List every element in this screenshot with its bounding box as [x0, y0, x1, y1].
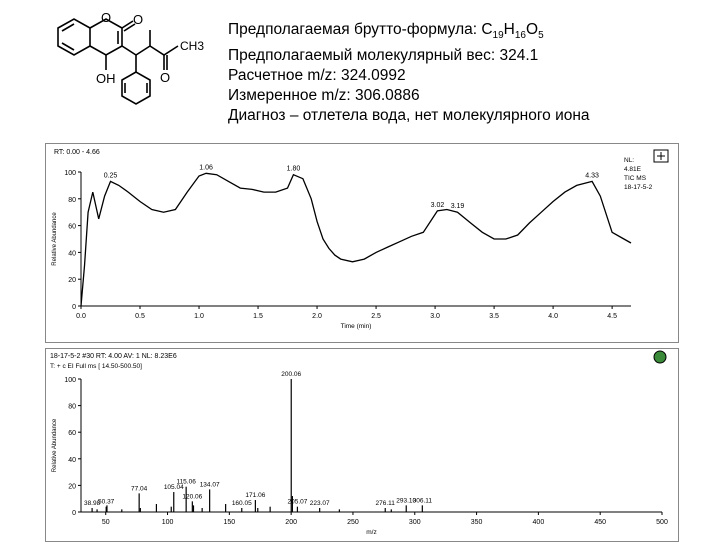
x-tick-label: 0.5: [135, 313, 145, 320]
diagnosis-line: Диагноз – отлетела вода, нет молекулярно…: [228, 107, 590, 125]
x-tick-label: 2.0: [312, 313, 322, 320]
peak-label: 77.04: [131, 485, 148, 492]
peak-label: 105.04: [164, 484, 184, 491]
peak-label: 200.06: [281, 371, 301, 378]
chart-header-line: 18-17-5-2 #30 RT: 4.00 AV: 1 NL: 8.23E6: [50, 353, 177, 360]
ring-oxygen-label: O: [101, 10, 111, 25]
molecule-structure: O O CH3 OH O: [57, 10, 204, 105]
mass-spectrum-chart: 18-17-5-2 #30 RT: 4.00 AV: 1 NL: 8.23E6 T…: [50, 350, 668, 536]
peak-label: 1.80: [287, 166, 301, 173]
peak-label: 134.07: [200, 481, 220, 488]
x-tick-label: 0.0: [76, 313, 86, 320]
side-info-label: NL:: [624, 157, 634, 164]
peak-label: 306.11: [413, 497, 433, 504]
peak-label: 1.06: [199, 164, 213, 171]
side-info-label: 4.81E: [624, 166, 642, 173]
peak-label: 3.02: [431, 202, 445, 209]
x-tick-label: 1.0: [194, 313, 204, 320]
y-tick-label: 60: [68, 430, 76, 437]
x-axis-label: m/z: [366, 529, 376, 536]
x-tick-label: 200: [285, 519, 297, 526]
zoom-icon: [653, 350, 667, 364]
y-tick-label: 0: [72, 510, 76, 517]
pin-icon-glyph: [657, 152, 665, 160]
peak-label: 223.07: [310, 500, 330, 507]
x-tick-label: 2.5: [371, 313, 381, 320]
tic-trace-line: [80, 172, 632, 307]
y-tick-label: 80: [68, 197, 76, 204]
ketone-oxygen-label: O: [160, 70, 170, 85]
x-tick-label: 150: [223, 519, 235, 526]
x-tick-label: 4.5: [607, 313, 617, 320]
y-tick-label: 0: [72, 304, 76, 311]
side-info-label: 18-17-5-2: [624, 184, 653, 191]
peak-label: 293.10: [396, 497, 416, 504]
peak-label: 38.98: [84, 500, 101, 507]
x-tick-label: 3.5: [489, 313, 499, 320]
x-tick-label: 300: [409, 519, 421, 526]
chromatogram-chart: RT: 0.00 - 4.66 0 20 40 60 80 100 0.0 0.5 1.0 1.5 2…: [52, 149, 669, 330]
x-tick-label: 400: [533, 519, 545, 526]
x-tick-label: 450: [594, 519, 606, 526]
x-tick-label: 4.0: [548, 313, 558, 320]
y-tick-label: 40: [68, 457, 76, 464]
y-tick-label: 20: [68, 483, 76, 490]
x-tick-label: 100: [162, 519, 174, 526]
calculated-mz-line: Расчетное m/z: 324.0992: [228, 67, 406, 85]
carbonyl-oxygen-label: O: [133, 12, 143, 27]
x-tick-label: 250: [347, 519, 359, 526]
y-tick-label: 20: [68, 277, 76, 284]
chromatogram-panel: RT: 0.00 - 4.66 0 20 40 60 80 100 0.0 0.5 1.0 1.5 2…: [45, 143, 679, 343]
y-axis-label: Relative Abundance: [52, 418, 58, 472]
peak-label: 115.06: [176, 479, 196, 486]
analysis-summary: Предполагаемая брутто-формула: C19H16O5 …: [228, 20, 590, 126]
x-tick-label: 1.5: [253, 313, 263, 320]
y-tick-label: 100: [64, 377, 76, 384]
peak-label: 3.19: [451, 203, 465, 210]
peak-label: 50.37: [98, 499, 115, 506]
chart-header-line: RT: 0.00 - 4.66: [54, 149, 100, 156]
y-axis-label: Relative Abundance: [52, 212, 58, 266]
hydroxyl-label: OH: [96, 71, 116, 86]
y-tick-label: 100: [64, 170, 76, 177]
molecular-weight-line: Предполагаемый молекулярный вес: 324.1: [228, 47, 539, 65]
peak-label: 276.11: [376, 500, 396, 507]
x-tick-label: 50: [102, 519, 110, 526]
peak-label: 120.06: [182, 493, 202, 500]
x-axis-label: Time (min): [341, 323, 372, 330]
y-tick-label: 40: [68, 250, 76, 257]
x-tick-label: 350: [471, 519, 483, 526]
methyl-label: CH3: [180, 39, 204, 53]
peak-label: 4.33: [585, 172, 599, 179]
peak-label: 0.25: [104, 172, 118, 179]
side-info-label: TIC MS: [624, 175, 647, 182]
chart-header-line-2: T: + c EI Full ms [ 14.50-500.50]: [50, 363, 142, 370]
peak-label: 160.05: [232, 500, 252, 507]
x-tick-label: 3.0: [430, 313, 440, 320]
measured-mz-line: Измеренное m/z: 306.0886: [228, 87, 420, 105]
mass-spectrum-panel: 18-17-5-2 #30 RT: 4.00 AV: 1 NL: 8.23E6 T…: [45, 348, 679, 542]
peak-label: 205.07: [287, 499, 307, 506]
peak-label: 171.06: [245, 492, 265, 499]
formula-line: Предполагаемая брутто-формула: C19H16O5: [228, 21, 544, 42]
y-tick-label: 60: [68, 224, 76, 231]
y-tick-label: 80: [68, 404, 76, 411]
x-tick-label: 500: [656, 519, 668, 526]
